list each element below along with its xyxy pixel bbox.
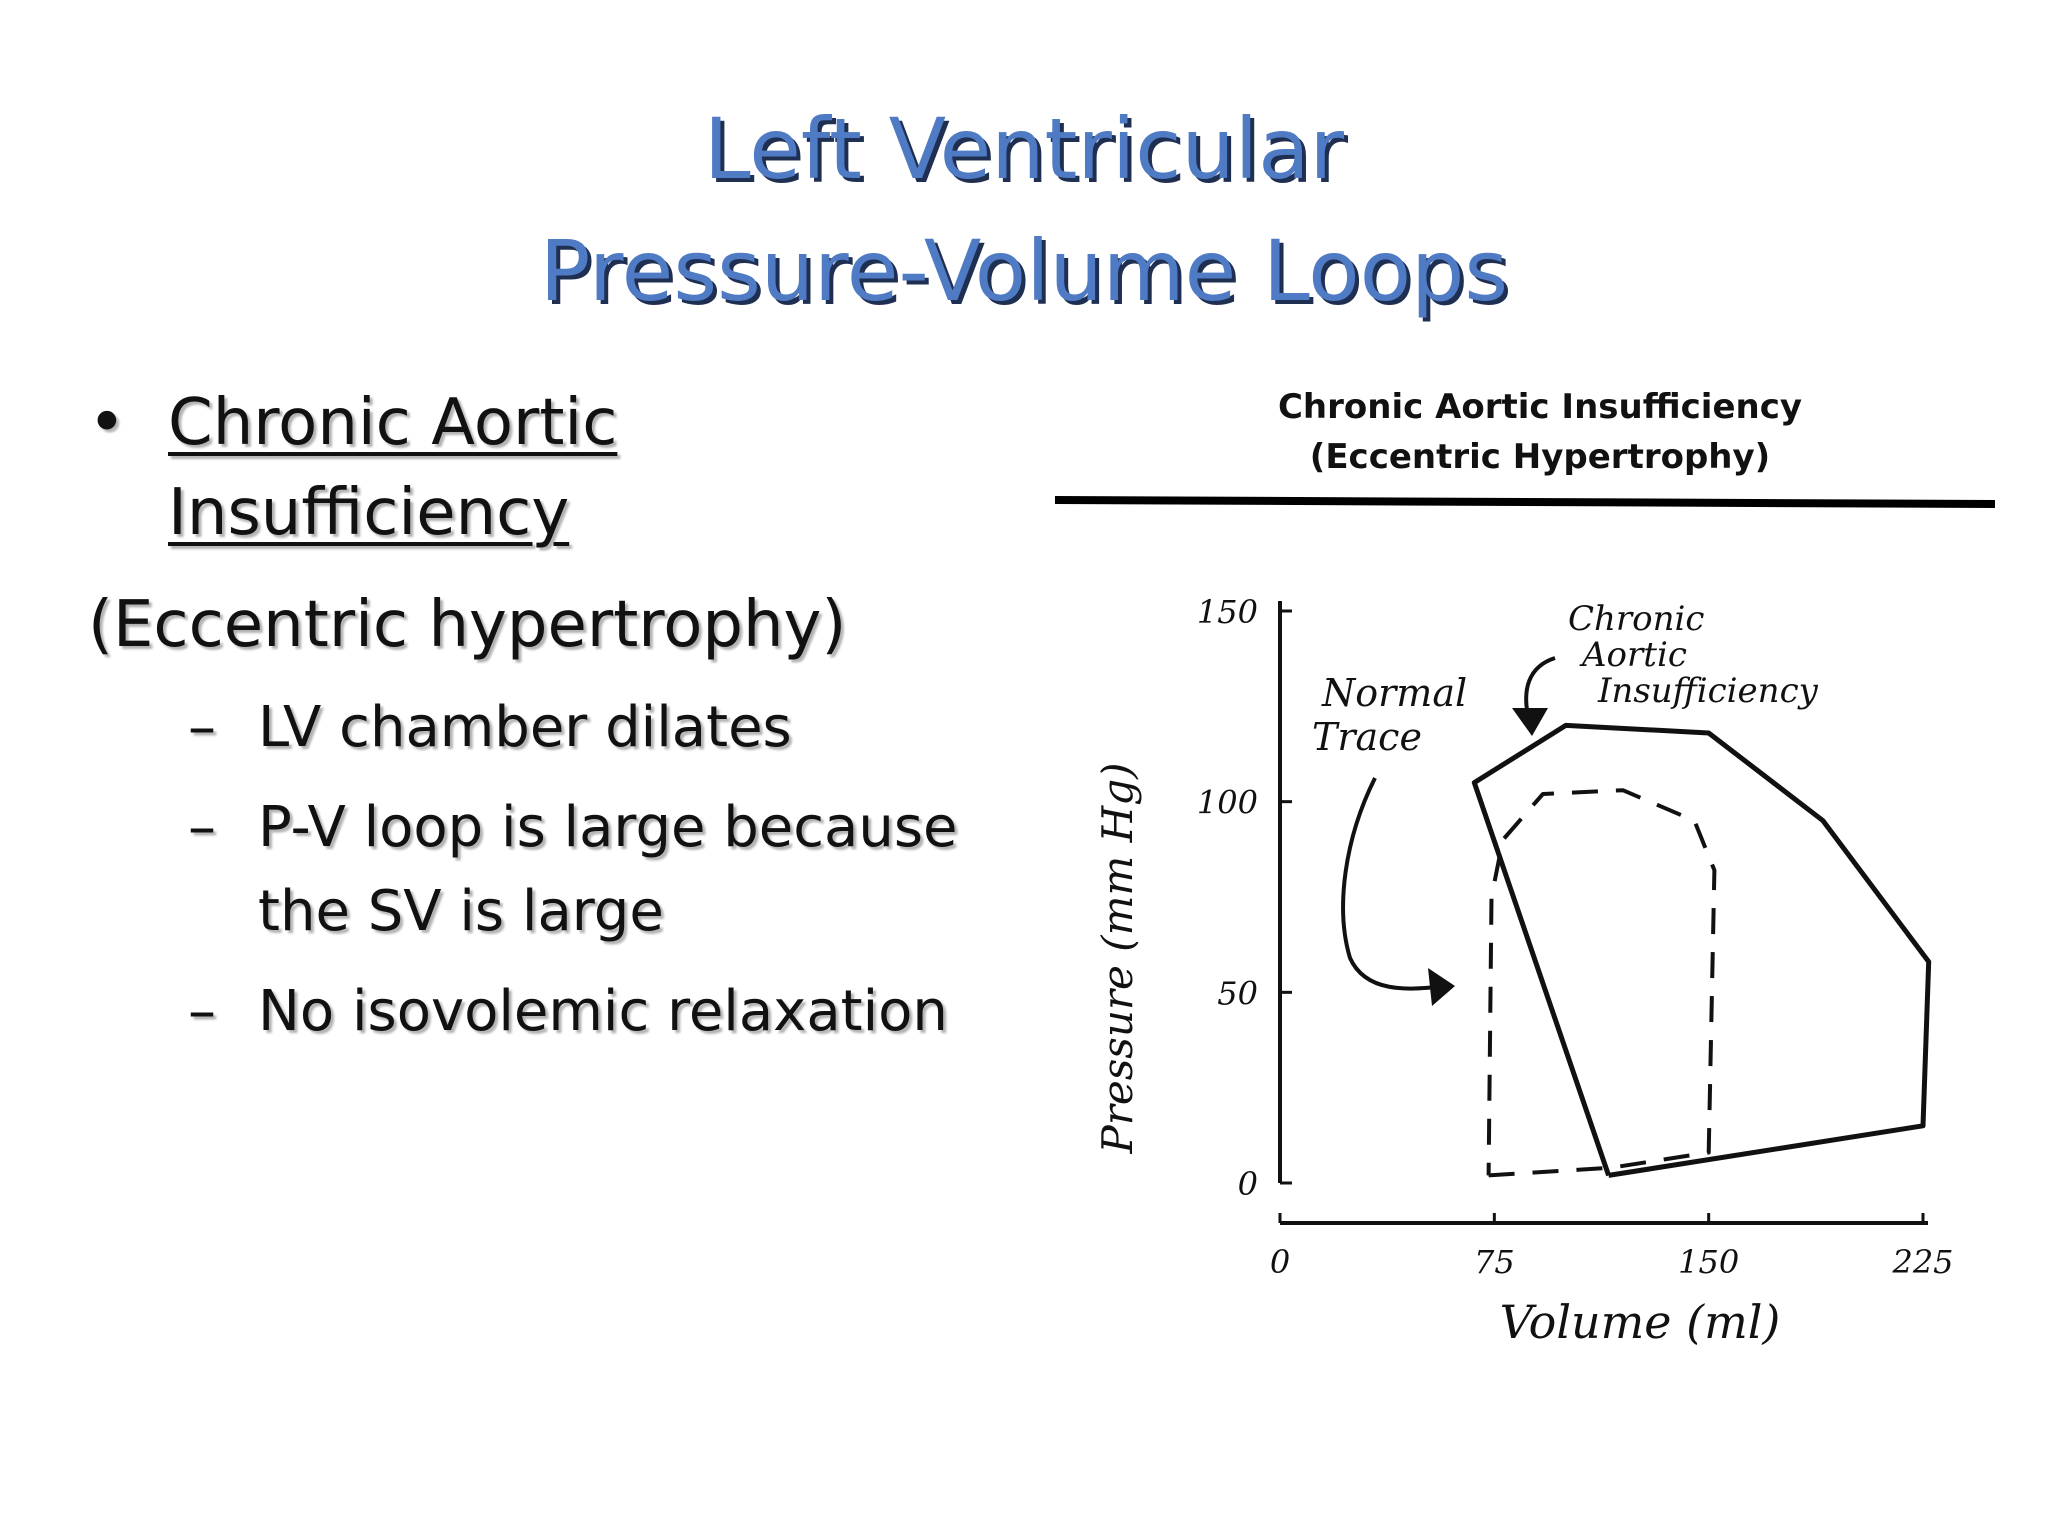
series-line-normal-trace	[1486, 788, 1717, 1178]
sub-bullet: – No isovolemic relaxation	[88, 970, 988, 1054]
figure-header-line-1: Chronic Aortic Insufficiency	[1278, 387, 1802, 427]
x-tick-label: 75	[1474, 1243, 1515, 1281]
x-tick-label: 0	[1270, 1243, 1290, 1281]
dash-icon: –	[188, 795, 216, 860]
sub-bullet-text: LV chamber dilates	[258, 695, 792, 760]
y-axis-label: Pressure (mm Hg)	[1093, 763, 1142, 1155]
dash-icon: –	[188, 695, 216, 760]
bullet-list: • Chronic Aortic Insufficiency (Eccentri…	[88, 378, 988, 1054]
annotation-normal-line-1: Normal	[1321, 671, 1467, 715]
figure-header-line-2: (Eccentric Hypertrophy)	[1310, 437, 1770, 477]
sub-bullet-text: No isovolemic relaxation	[258, 979, 948, 1044]
bullet-main: • Chronic Aortic Insufficiency	[88, 378, 988, 558]
pv-loop-figure: Chronic Aortic Insufficiency (Eccentric …	[1050, 368, 2000, 1368]
figure-background	[1050, 368, 2000, 1368]
y-tick-label: 100	[1197, 784, 1258, 822]
annotation-cai-line-3: Insufficiency	[1597, 671, 1819, 711]
arrowhead-icon	[1512, 708, 1548, 736]
chart-ticks: 0 75 150 225 0 50 100 150	[1197, 593, 1954, 1281]
slide-title-line-1: Left Ventricular	[703, 100, 1345, 198]
annotation-cai-line-2: Aortic	[1579, 635, 1687, 675]
y-tick-label: 50	[1217, 974, 1258, 1012]
sub-bullet: – P-V loop is large because the SV is la…	[88, 786, 988, 954]
bullet-subtitle: (Eccentric hypertrophy)	[88, 588, 847, 662]
annotation-normal-line-2: Trace	[1312, 715, 1422, 759]
sub-bullet: – LV chamber dilates	[88, 686, 988, 770]
bullet-main-line-1: Chronic Aortic	[168, 386, 618, 460]
annotation-cai-line-1: Chronic	[1568, 599, 1704, 639]
bullet-dot-icon: •	[88, 386, 126, 460]
slide-title-line-2: Pressure-Volume Loops	[539, 222, 1509, 320]
y-tick-label: 0	[1238, 1165, 1258, 1203]
pv-loop-chart: Chronic Aortic Insufficiency (Eccentric …	[1050, 368, 2000, 1368]
dash-icon: –	[188, 979, 216, 1044]
x-tick-label: 225	[1891, 1243, 1953, 1281]
x-axis-label: Volume (ml)	[1500, 1295, 1781, 1349]
annotation-normal-arrow	[1341, 777, 1451, 991]
figure-header-rule	[1054, 496, 1996, 508]
chart-series	[1471, 722, 1932, 1178]
sub-bullet-text-continued: the SV is large	[258, 879, 664, 944]
arrowhead-icon	[1428, 968, 1455, 1006]
chart-axes	[1278, 601, 1928, 1225]
x-tick-label: 150	[1678, 1243, 1739, 1281]
sub-bullet-text: P-V loop is large because	[258, 795, 958, 860]
bullet-main-line-2: Insufficiency	[168, 476, 570, 550]
slide-title: Left Ventricular Pressure-Volume Loops	[0, 88, 2048, 332]
y-tick-label: 150	[1197, 593, 1258, 631]
series-line-chronic-aortic-insufficiency	[1471, 722, 1932, 1178]
